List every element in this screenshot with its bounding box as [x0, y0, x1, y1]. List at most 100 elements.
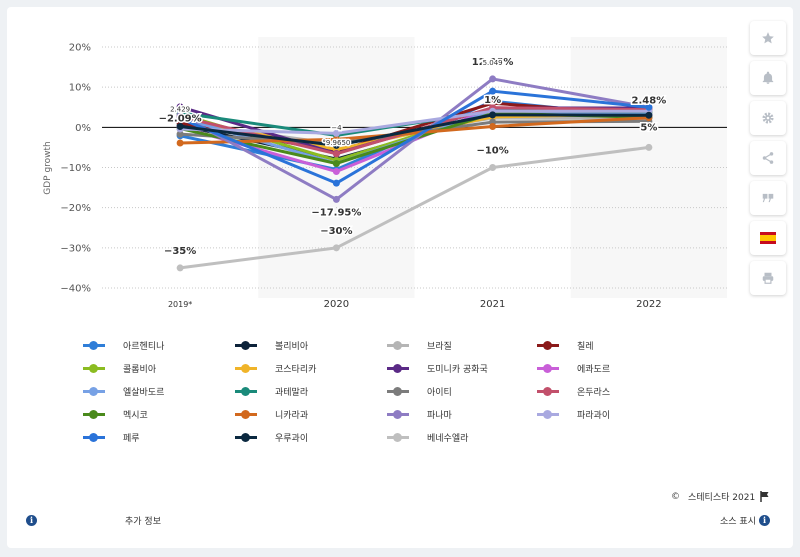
- legend-item[interactable]: 볼리비아: [235, 338, 308, 352]
- legend-label: 아르헨티나: [123, 341, 165, 352]
- y-axis-label: GDP growth: [43, 141, 53, 195]
- legend-item[interactable]: 페루: [83, 430, 140, 444]
- x-tick-label: 2020: [324, 299, 349, 310]
- legend-label: 브라질: [427, 341, 452, 352]
- legend-swatch: [83, 361, 105, 375]
- info-icon: i: [758, 515, 770, 526]
- bell-icon[interactable]: [750, 61, 786, 95]
- copyright-symbol: ©: [671, 491, 680, 502]
- data-point: [489, 123, 497, 131]
- data-label: 2.48%: [632, 95, 667, 106]
- data-point: [332, 195, 340, 203]
- data-label: 1%: [484, 95, 501, 106]
- data-point: [332, 244, 340, 252]
- legend-swatch: [537, 384, 559, 398]
- y-tick-label: 0%: [75, 123, 91, 134]
- data-label: −30%: [320, 226, 352, 237]
- legend-swatch: [83, 407, 105, 421]
- show-source-link[interactable]: 소스 표시 i: [720, 514, 770, 527]
- legend-swatch: [83, 430, 105, 444]
- legend-label: 아이티: [427, 387, 452, 398]
- legend-item[interactable]: 에콰도르: [537, 361, 610, 375]
- flag-spain-icon[interactable]: [750, 221, 786, 255]
- legend-item[interactable]: 도미니카 공화국: [387, 361, 488, 375]
- legend-label: 볼리비아: [275, 341, 309, 352]
- more-info-label: 추가 정보: [125, 517, 161, 527]
- series-line: [180, 116, 649, 145]
- legend-label: 파라과이: [577, 410, 611, 421]
- legend-item[interactable]: 코스타리카: [235, 361, 316, 375]
- data-label: 2.429: [170, 105, 190, 113]
- data-label: 5%: [640, 122, 657, 133]
- legend-item[interactable]: 파나마: [387, 407, 452, 421]
- y-tick-label: 10%: [69, 83, 91, 94]
- legend-item[interactable]: 니카라과: [235, 407, 308, 421]
- legend-swatch: [537, 407, 559, 421]
- legend-label: 페루: [123, 433, 140, 444]
- legend-item[interactable]: 엘살바도르: [83, 384, 164, 398]
- series-line: [179, 89, 650, 185]
- legend-item[interactable]: 온두라스: [537, 384, 610, 398]
- legend-label: 과테말라: [275, 387, 309, 398]
- legend-item[interactable]: 멕시코: [83, 407, 148, 421]
- more-info-link[interactable]: i 추가 정보: [26, 514, 161, 527]
- flag-icon: [760, 491, 769, 502]
- copyright-text: 스테티스타 2021: [688, 493, 756, 503]
- data-point: [176, 103, 184, 111]
- y-tick-label: −40%: [60, 284, 91, 295]
- data-point: [332, 141, 340, 149]
- legend-swatch: [235, 384, 257, 398]
- data-point: [332, 129, 340, 137]
- legend-label: 멕시코: [123, 410, 148, 421]
- data-point: [332, 135, 340, 143]
- legend-item[interactable]: 콜롬비아: [83, 361, 156, 375]
- print-icon[interactable]: [750, 261, 786, 295]
- copyright: © 스테티스타 2021: [671, 490, 770, 503]
- legend-swatch: [387, 384, 409, 398]
- legend-label: 베네수엘라: [427, 433, 469, 444]
- data-point: [332, 179, 340, 187]
- data-point: [645, 103, 653, 111]
- legend-swatch: [235, 361, 257, 375]
- series-line: [180, 109, 649, 135]
- legend-swatch: [537, 361, 559, 375]
- x-tick-label: 2019*: [168, 300, 192, 309]
- show-source-label: 소스 표시: [720, 517, 756, 527]
- legend-item[interactable]: 브라질: [387, 338, 452, 352]
- share-icon[interactable]: [750, 141, 786, 175]
- data-point: [176, 139, 184, 147]
- data-point: [489, 111, 497, 119]
- quote-icon[interactable]: [750, 181, 786, 215]
- legend-label: 칠레: [577, 341, 594, 352]
- legend-item[interactable]: 파라과이: [537, 407, 610, 421]
- legend-item[interactable]: 우루과이: [235, 430, 308, 444]
- legend-swatch: [235, 338, 257, 352]
- data-point: [332, 150, 340, 158]
- legend-item[interactable]: 아이티: [387, 384, 452, 398]
- legend-item[interactable]: 칠레: [537, 338, 594, 352]
- data-point: [176, 264, 184, 272]
- legend-item[interactable]: 과테말라: [235, 384, 308, 398]
- data-point: [176, 130, 184, 138]
- series-line: [179, 77, 650, 201]
- legend-swatch: [387, 361, 409, 375]
- data-point: [332, 159, 340, 167]
- data-point: [489, 87, 497, 95]
- data-point: [489, 164, 497, 171]
- data-point: [176, 123, 184, 131]
- legend-label: 콜롬비아: [123, 364, 157, 375]
- legend-item[interactable]: 베네수엘라: [387, 430, 468, 444]
- legend-label: 니카라과: [275, 410, 309, 421]
- data-point: [489, 75, 497, 83]
- data-label: −4: [331, 124, 342, 132]
- legend-item[interactable]: 아르헨티나: [83, 338, 164, 352]
- gear-icon[interactable]: [750, 101, 786, 135]
- legend-swatch: [235, 430, 257, 444]
- legend-label: 엘살바도르: [123, 387, 165, 398]
- legend-swatch: [83, 384, 105, 398]
- star-icon[interactable]: [750, 21, 786, 55]
- data-label: °9.9650: [322, 139, 350, 147]
- y-tick-label: −20%: [60, 203, 91, 214]
- series-line: [179, 145, 650, 270]
- x-tick-label: 2021: [480, 299, 505, 310]
